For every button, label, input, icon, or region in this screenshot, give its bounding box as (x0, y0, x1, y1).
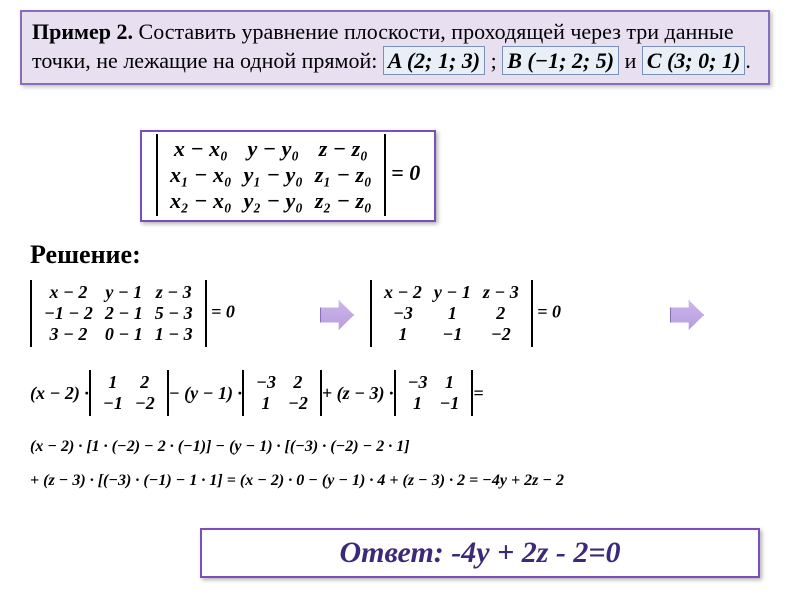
cell: −1 (428, 324, 477, 345)
minor-3: −3 1 1 −1 (394, 370, 474, 416)
point-b-chip: B (−1; 2; 5) (502, 46, 619, 76)
cell: −3 (250, 372, 282, 393)
answer-box: Ответ: -4y + 2z - 2=0 (200, 528, 760, 578)
calc-line-2: + (z − 3) · [(−3) · (−1) − 1 · 1] = (x −… (30, 472, 564, 490)
arrow-icon (670, 300, 704, 330)
cell: z − 3 (477, 282, 525, 303)
cell: z − 3 (149, 282, 199, 303)
sep2: и (619, 48, 642, 73)
point-a-chip: A (2; 1; 3) (383, 46, 485, 76)
point-c-chip: C (3; 0; 1) (642, 46, 745, 76)
cell: 2 (282, 372, 314, 393)
cell: y − 1 (428, 282, 477, 303)
arrow-icon (320, 300, 354, 330)
minor-2: −3 2 1 −2 (242, 370, 322, 416)
determinant-step1: x − 2 y − 1 z − 3 −1 − 2 2 − 1 5 − 3 3 −… (30, 280, 207, 347)
calc-line-1: (x − 2) · [1 · (−2) − 2 · (−1)] − (y − 1… (30, 438, 410, 456)
cell: y₁ − y₀ (238, 162, 309, 188)
cell: x − 2 (378, 282, 428, 303)
cell: 1 (428, 303, 477, 324)
problem-statement-box: Пример 2. Составить уравнение плоскости,… (20, 10, 770, 85)
cell: 2 − 1 (99, 303, 149, 324)
cell: x₁ − x₀ (164, 162, 238, 188)
cell: z₁ − z₀ (309, 162, 378, 188)
expand-text: − (y − 1) · (169, 383, 242, 404)
cell: −3 (378, 303, 428, 324)
cell: −2 (282, 393, 314, 414)
solution-step-1: x − 2 y − 1 z − 3 −1 − 2 2 − 1 5 − 3 3 −… (30, 280, 235, 347)
cell: 1 (378, 324, 428, 345)
expand-text: (x − 2) · (30, 383, 89, 404)
cell: y₂ − y₀ (238, 188, 309, 214)
cell: 0 − 1 (99, 324, 149, 345)
cell: y − 1 (99, 282, 149, 303)
determinant-step2: x − 2 y − 1 z − 3 −3 1 2 1 −1 −2 (370, 280, 533, 347)
cell: z₂ − z₀ (309, 188, 378, 214)
cell: −1 (433, 393, 465, 414)
cell: 1 (433, 372, 465, 393)
cell: z − z₀ (309, 136, 378, 162)
solution-expansion: (x − 2) · 1 2 −1 −2 − (y − 1) · −3 2 1 −… (30, 370, 484, 416)
period: . (745, 48, 751, 73)
cell: y − y₀ (238, 136, 309, 162)
sep1: ; (485, 48, 502, 73)
cell: 1 − 3 (149, 324, 199, 345)
cell: 5 − 3 (149, 303, 199, 324)
cell: 3 − 2 (38, 324, 99, 345)
cell: 2 (129, 372, 161, 393)
cell: 1 (402, 393, 434, 414)
cell: x − x₀ (164, 136, 238, 162)
cell: 1 (97, 372, 129, 393)
cell: 1 (250, 393, 282, 414)
example-label: Пример 2. (32, 19, 133, 44)
det2-rhs: = 0 (537, 302, 561, 322)
det1-rhs: = 0 (211, 302, 235, 322)
determinant-3x3-general: x − x₀ y − y₀ z − z₀ x₁ − x₀ y₁ − y₀ z₁ … (156, 134, 386, 216)
solution-step-2: x − 2 y − 1 z − 3 −3 1 2 1 −1 −2 = 0 (370, 280, 561, 347)
solution-label: Решение: (30, 240, 141, 270)
cell: −2 (129, 393, 161, 414)
answer-text: Ответ: -4y + 2z - 2=0 (340, 536, 621, 569)
expand-text: = (473, 383, 483, 404)
cell: −1 − 2 (38, 303, 99, 324)
cell: −3 (402, 372, 434, 393)
formula-rhs: = 0 (391, 160, 420, 185)
cell: x₂ − x₀ (164, 188, 238, 214)
expand-text: + (z − 3) · (322, 383, 394, 404)
general-formula-box: x − x₀ y − y₀ z − z₀ x₁ − x₀ y₁ − y₀ z₁ … (140, 130, 436, 222)
cell: −1 (97, 393, 129, 414)
minor-1: 1 2 −1 −2 (89, 370, 169, 416)
cell: 2 (477, 303, 525, 324)
cell: x − 2 (38, 282, 99, 303)
cell: −2 (477, 324, 525, 345)
